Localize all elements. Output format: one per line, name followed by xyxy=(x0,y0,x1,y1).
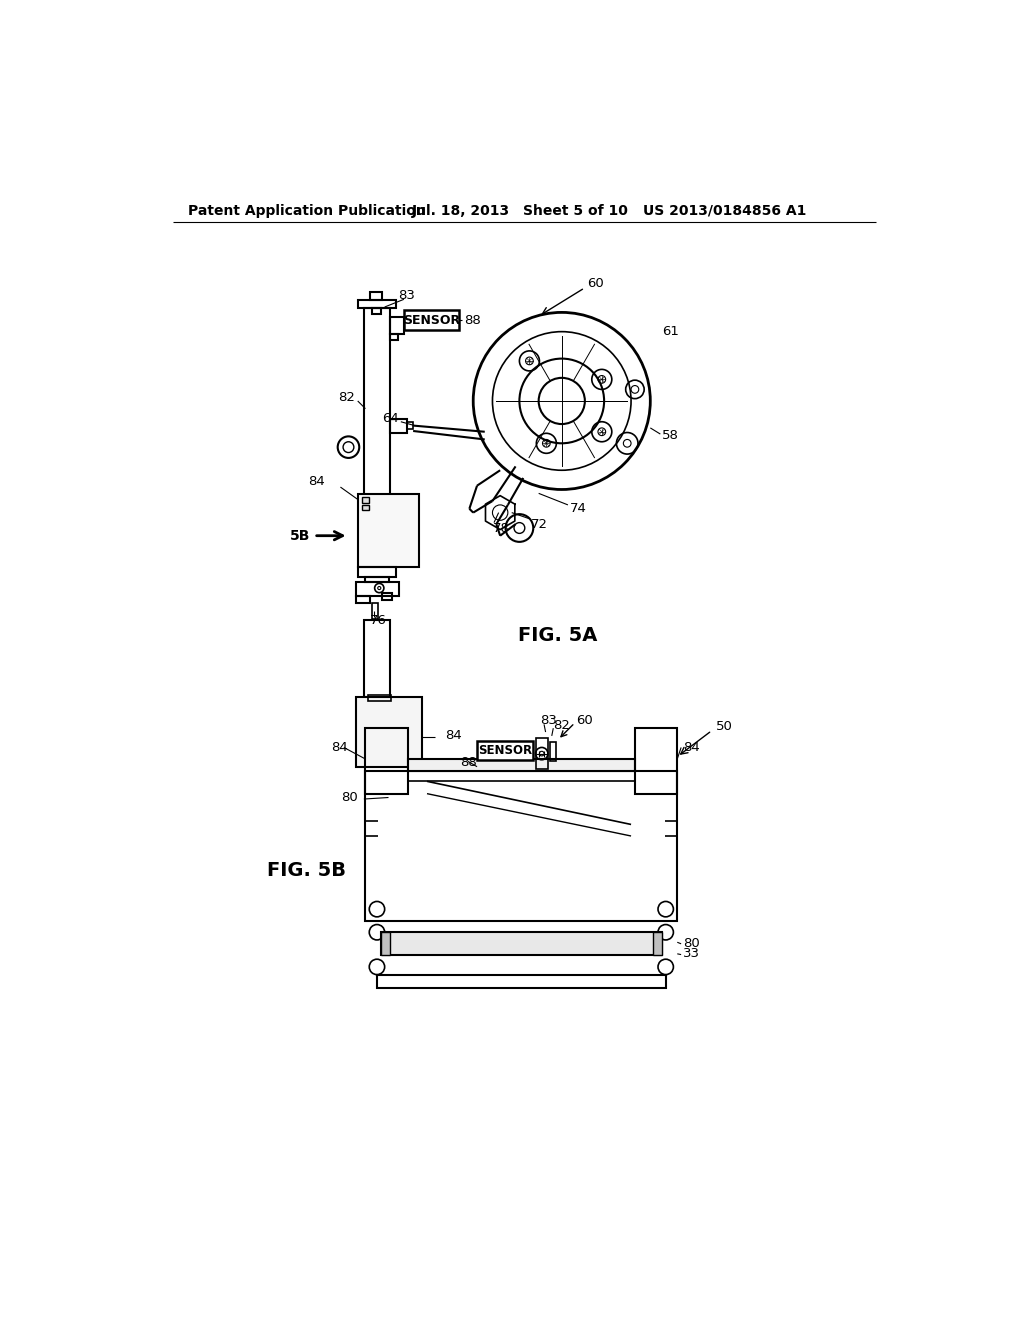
Text: 83: 83 xyxy=(398,289,416,302)
Text: 60: 60 xyxy=(577,714,593,727)
Bar xyxy=(652,932,662,956)
Text: Jul. 18, 2013: Jul. 18, 2013 xyxy=(412,203,510,218)
Bar xyxy=(635,729,677,793)
Bar xyxy=(364,308,390,566)
Text: FIG. 5B: FIG. 5B xyxy=(266,861,346,880)
Bar xyxy=(477,742,532,760)
Bar xyxy=(356,697,422,767)
Text: 80: 80 xyxy=(683,937,700,950)
Text: 82: 82 xyxy=(553,719,570,733)
Text: 5B: 5B xyxy=(290,529,310,543)
Text: 84: 84 xyxy=(683,741,700,754)
Text: 50: 50 xyxy=(716,721,732,733)
Bar xyxy=(370,292,382,300)
Bar xyxy=(357,300,396,308)
Text: 33: 33 xyxy=(683,946,700,960)
Bar xyxy=(357,494,419,568)
Bar xyxy=(356,595,370,603)
Bar xyxy=(390,334,397,341)
Bar xyxy=(407,422,413,429)
Bar xyxy=(382,594,391,599)
Text: SENSOR: SENSOR xyxy=(403,314,460,326)
Text: 80: 80 xyxy=(341,791,357,804)
Bar xyxy=(403,310,460,330)
Bar xyxy=(361,498,370,503)
Bar xyxy=(381,932,662,956)
Text: 60: 60 xyxy=(587,277,604,289)
Bar xyxy=(366,729,408,793)
Text: 64: 64 xyxy=(383,412,399,425)
Text: 84: 84 xyxy=(308,475,326,488)
Text: 84: 84 xyxy=(331,741,347,754)
Bar xyxy=(377,974,666,989)
Bar xyxy=(366,577,388,582)
Text: 76: 76 xyxy=(370,614,387,627)
Text: 74: 74 xyxy=(569,502,587,515)
Text: 88: 88 xyxy=(460,756,477,770)
Text: 58: 58 xyxy=(662,429,679,442)
Text: 84: 84 xyxy=(444,730,462,742)
Bar xyxy=(368,696,391,701)
Bar xyxy=(366,771,677,921)
Bar xyxy=(357,568,396,577)
Bar xyxy=(550,742,556,762)
Bar xyxy=(408,759,635,771)
Text: FIG. 5A: FIG. 5A xyxy=(518,626,598,645)
Text: Sheet 5 of 10: Sheet 5 of 10 xyxy=(523,203,628,218)
Text: SENSOR: SENSOR xyxy=(478,744,531,758)
Bar xyxy=(364,620,390,697)
Text: 88: 88 xyxy=(464,314,480,326)
Bar xyxy=(356,582,398,595)
Text: 83: 83 xyxy=(541,714,557,727)
Bar xyxy=(381,932,390,956)
Text: US 2013/0184856 A1: US 2013/0184856 A1 xyxy=(643,203,806,218)
Bar xyxy=(372,603,378,619)
Bar xyxy=(390,317,403,334)
Bar xyxy=(390,418,407,433)
Text: 82: 82 xyxy=(338,391,354,404)
Text: 72: 72 xyxy=(531,517,548,531)
Bar xyxy=(372,308,381,314)
Text: 61: 61 xyxy=(662,325,679,338)
Bar xyxy=(361,506,370,511)
Text: Patent Application Publication: Patent Application Publication xyxy=(188,203,426,218)
Text: 78: 78 xyxy=(493,521,509,535)
Bar xyxy=(537,738,548,770)
